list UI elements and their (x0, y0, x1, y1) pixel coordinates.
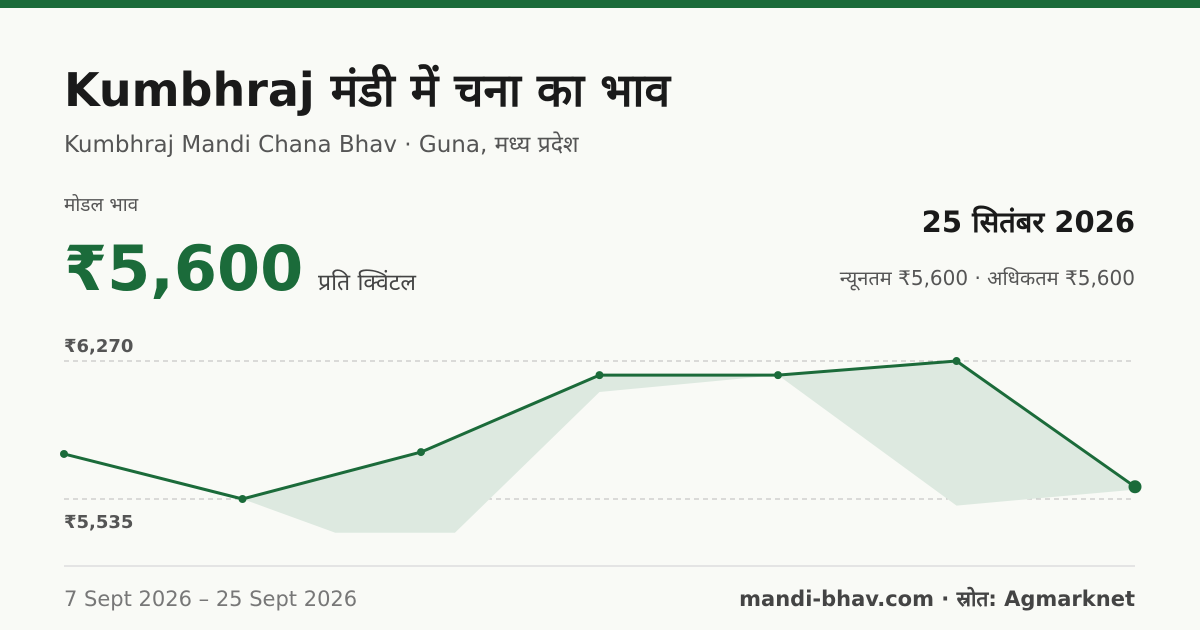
top-bar (0, 0, 1200, 8)
footer-source: mandi-bhav.com · स्रोत: Agmarknet (739, 586, 1135, 611)
point (952, 357, 961, 366)
price-value: ₹5,600 (64, 232, 303, 305)
point (774, 371, 782, 380)
subtitle: Kumbhraj Mandi Chana Bhav · Guna, मध्य प… (64, 131, 579, 158)
point (60, 449, 68, 458)
price-date: 25 सितंबर 2026 (922, 205, 1135, 239)
range-band (242, 361, 1135, 533)
point (595, 371, 604, 380)
y-tick-label: ₹6,270 (64, 336, 133, 357)
title: Kumbhraj मंडी में चना का भाव (64, 63, 671, 117)
footer-range: 7 Sept 2026 – 25 Sept 2026 (64, 587, 357, 611)
price-label: मोडल भाव (64, 193, 139, 216)
point (1128, 480, 1142, 494)
point (238, 494, 247, 503)
price-unit: प्रति क्विंटल (318, 269, 416, 296)
chart: ₹5,535 ₹6,270 (60, 336, 1142, 533)
y-tick-label: ₹5,535 (64, 512, 133, 533)
price-range: न्यूनतम ₹5,600 · अधिकतम ₹5,600 (840, 266, 1135, 291)
point (417, 448, 425, 457)
